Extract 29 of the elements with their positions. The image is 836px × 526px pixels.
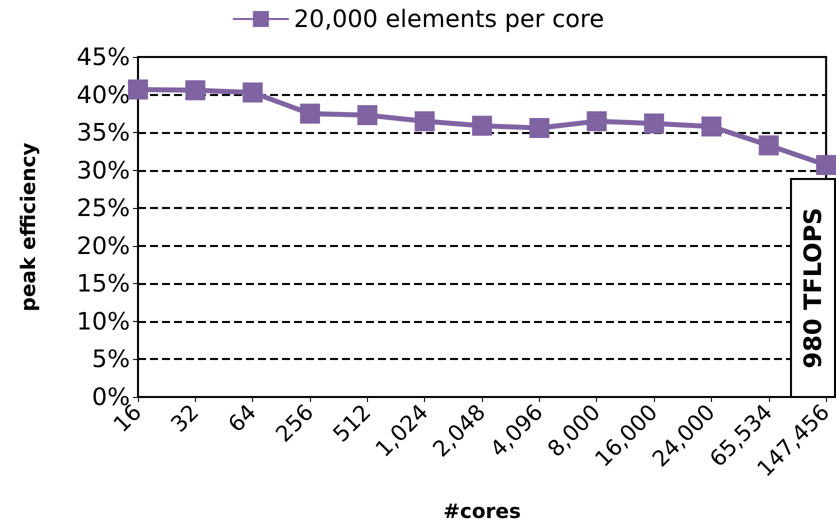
y-tick-label: 40% bbox=[76, 80, 130, 109]
x-tick-label: 32 bbox=[166, 400, 204, 438]
y-tick-label: 20% bbox=[76, 232, 130, 260]
point bbox=[701, 116, 722, 137]
x-tick-label: 512 bbox=[328, 400, 376, 448]
point bbox=[357, 105, 378, 126]
x-axis-title: #cores bbox=[443, 499, 521, 523]
point bbox=[185, 80, 206, 100]
y-tick-label: 35% bbox=[76, 118, 130, 147]
x-tick-label: 64 bbox=[224, 400, 262, 438]
point bbox=[300, 104, 320, 124]
y-tick-label: 10% bbox=[76, 307, 130, 336]
y-tick-label: 15% bbox=[76, 270, 130, 298]
point bbox=[586, 111, 607, 132]
y-tick-label: 5% bbox=[92, 345, 130, 374]
point bbox=[472, 116, 492, 136]
point bbox=[414, 111, 435, 132]
point bbox=[242, 82, 263, 103]
y-axis-title: peak efficiency bbox=[16, 142, 40, 312]
legend-label: 20,000 elements per core bbox=[294, 5, 604, 33]
y-tick-label: 25% bbox=[76, 194, 130, 222]
y-tick-label: 45% bbox=[76, 43, 130, 71]
point bbox=[529, 118, 550, 138]
annotation: 980 TFLOPS bbox=[799, 208, 827, 368]
point bbox=[758, 135, 779, 156]
point bbox=[816, 155, 836, 176]
y-tick-label: 30% bbox=[76, 156, 130, 184]
point bbox=[644, 113, 664, 134]
point bbox=[128, 79, 148, 100]
